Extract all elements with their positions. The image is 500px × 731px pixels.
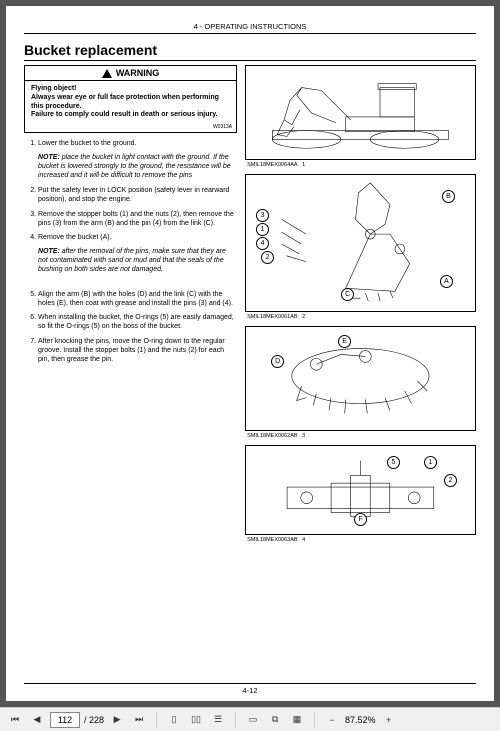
content-area: WARNING Flying object! Always wear eye o…	[24, 65, 476, 549]
warning-header: WARNING	[25, 66, 236, 81]
warning-line3: Failure to comply could result in death …	[31, 111, 230, 120]
figure-4-caption: SMIL18MEX0063AB 4	[245, 537, 476, 543]
note-2: NOTE: after the removal of the pins, mak…	[38, 247, 237, 274]
callout-2: 2	[444, 474, 457, 487]
warning-box: WARNING Flying object! Always wear eye o…	[24, 65, 237, 133]
pdf-toolbar: ⏮ ◀ / 228 ▶ ⏭ ▯ ▯▯ ☰ ▭ ⧉ ▦ − 87.52% +	[0, 707, 500, 731]
layout2-icon[interactable]: ⧉	[266, 711, 284, 729]
steps-list-2: Put the safety lever in LOCK position (s…	[24, 186, 237, 241]
note-label: NOTE:	[38, 154, 60, 161]
figure-2: 3 1 4 2 B A C	[245, 174, 476, 312]
callout-5: 5	[387, 456, 400, 469]
separator	[235, 712, 236, 728]
prev-page-button[interactable]: ◀	[28, 711, 46, 729]
first-page-button[interactable]: ⏮	[6, 711, 24, 729]
figure-2-caption: SMIL18MEX0061AB 2	[245, 314, 476, 320]
warning-body: Flying object! Always wear eye or full f…	[25, 81, 236, 124]
steps-list-3: Align the arm (B) with the holes (D) and…	[24, 290, 237, 364]
note-text: after the removal of the pins, make sure…	[38, 248, 226, 273]
warning-line2: Always wear eye or full face protection …	[31, 94, 230, 112]
zoom-out-button[interactable]: −	[323, 711, 341, 729]
view-cont-icon[interactable]: ☰	[209, 711, 227, 729]
left-column: WARNING Flying object! Always wear eye o…	[24, 65, 237, 549]
section-header: 4 - OPERATING INSTRUCTIONS	[24, 18, 476, 34]
layout-icon[interactable]: ▭	[244, 711, 262, 729]
figure-4: 5 1 2 F	[245, 445, 476, 535]
warning-label: WARNING	[116, 68, 160, 78]
note-label: NOTE:	[38, 248, 60, 255]
step-6: When installing the bucket, the O-rings …	[38, 313, 237, 331]
last-page-button[interactable]: ⏭	[130, 711, 148, 729]
warning-triangle-icon	[102, 69, 112, 78]
zoom-level: 87.52%	[345, 715, 376, 725]
right-column: SMIL18MEX0064AA 1	[245, 65, 476, 549]
callout-1: 1	[424, 456, 437, 469]
separator	[156, 712, 157, 728]
zoom-in-button[interactable]: +	[380, 711, 398, 729]
page-total: / 228	[84, 715, 104, 725]
steps-list: Lower the bucket to the ground.	[24, 139, 237, 148]
step-1: Lower the bucket to the ground.	[38, 139, 237, 148]
layout3-icon[interactable]: ▦	[288, 711, 306, 729]
figure-1-caption: SMIL18MEX0064AA 1	[245, 162, 476, 168]
step-3: Remove the stopper bolts (1) and the nut…	[38, 210, 237, 228]
step-2: Put the safety lever in LOCK position (s…	[38, 186, 237, 204]
separator	[314, 712, 315, 728]
callout-B: B	[442, 190, 455, 203]
step-5: Align the arm (B) with the holes (D) and…	[38, 290, 237, 308]
figure-3: D E	[245, 326, 476, 431]
view-single-icon[interactable]: ▯	[165, 711, 183, 729]
next-page-button[interactable]: ▶	[108, 711, 126, 729]
figure-3-caption: SMIL18MEX0062AB 3	[245, 433, 476, 439]
figure-1	[245, 65, 476, 160]
view-facing-icon[interactable]: ▯▯	[187, 711, 205, 729]
note-1: NOTE: place the bucket in light contact …	[38, 153, 237, 180]
page-number: 4-12	[24, 683, 476, 695]
warning-line1: Flying object!	[31, 85, 230, 94]
step-4: Remove the bucket (A).	[38, 233, 237, 242]
page-title: Bucket replacement	[24, 42, 476, 61]
warning-code: W0313A	[25, 124, 236, 132]
callout-A: A	[440, 275, 453, 288]
note-text: place the bucket in light contact with t…	[38, 154, 231, 179]
page-input[interactable]	[50, 712, 80, 728]
document-page: 4 - OPERATING INSTRUCTIONS Bucket replac…	[6, 6, 494, 701]
step-7: After knocking the pins, move the O-ring…	[38, 337, 237, 364]
